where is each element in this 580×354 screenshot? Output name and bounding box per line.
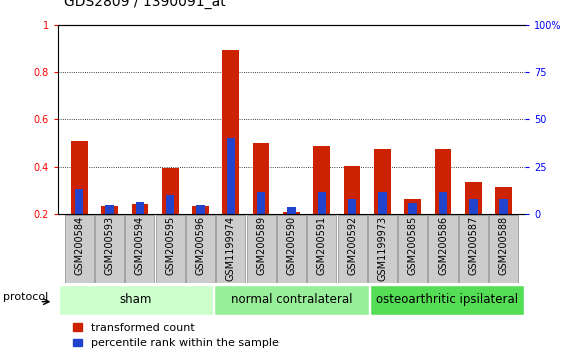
Text: GSM200591: GSM200591 [317, 216, 327, 275]
Text: GSM200594: GSM200594 [135, 216, 145, 275]
Bar [408, 203, 417, 214]
FancyBboxPatch shape [186, 215, 215, 282]
Bar [465, 182, 482, 214]
Text: GSM200588: GSM200588 [499, 216, 509, 275]
Text: protocol: protocol [3, 292, 48, 302]
Text: GDS2809 / 1390091_at: GDS2809 / 1390091_at [64, 0, 226, 9]
Bar [166, 195, 175, 214]
FancyBboxPatch shape [155, 215, 184, 282]
Text: GSM200595: GSM200595 [165, 216, 175, 275]
Text: GSM200593: GSM200593 [104, 216, 114, 275]
Text: GSM200584: GSM200584 [74, 216, 84, 275]
Text: GSM200590: GSM200590 [287, 216, 296, 275]
FancyBboxPatch shape [370, 285, 524, 315]
FancyBboxPatch shape [59, 285, 213, 315]
FancyBboxPatch shape [459, 215, 488, 282]
Bar [378, 192, 387, 214]
Bar [223, 50, 239, 214]
Text: sham: sham [119, 293, 152, 306]
FancyBboxPatch shape [277, 215, 306, 282]
Text: GSM200592: GSM200592 [347, 216, 357, 275]
Bar [71, 141, 88, 214]
Bar [162, 168, 179, 214]
Bar [495, 187, 512, 214]
Text: GSM1199974: GSM1199974 [226, 216, 236, 281]
Bar [136, 202, 144, 214]
Bar [374, 149, 391, 214]
Bar [227, 138, 235, 214]
FancyBboxPatch shape [429, 215, 458, 282]
Bar [132, 204, 148, 214]
FancyBboxPatch shape [338, 215, 367, 282]
Bar [283, 212, 300, 214]
Legend: transformed count, percentile rank within the sample: transformed count, percentile rank withi… [73, 323, 278, 348]
Bar [253, 143, 270, 214]
FancyBboxPatch shape [95, 215, 124, 282]
Text: GSM200587: GSM200587 [469, 216, 478, 275]
FancyBboxPatch shape [246, 215, 276, 282]
Bar [499, 199, 508, 214]
Bar [344, 166, 360, 214]
Bar [287, 207, 296, 214]
Bar [313, 145, 330, 214]
Bar [101, 206, 118, 214]
FancyBboxPatch shape [398, 215, 427, 282]
FancyBboxPatch shape [307, 215, 336, 282]
Text: osteoarthritic ipsilateral: osteoarthritic ipsilateral [376, 293, 518, 306]
Bar [404, 199, 421, 214]
Text: GSM200589: GSM200589 [256, 216, 266, 275]
FancyBboxPatch shape [65, 215, 94, 282]
FancyBboxPatch shape [125, 215, 154, 282]
FancyBboxPatch shape [368, 215, 397, 282]
Text: normal contralateral: normal contralateral [231, 293, 352, 306]
Text: GSM200586: GSM200586 [438, 216, 448, 275]
Text: GSM1199973: GSM1199973 [378, 216, 387, 281]
Bar [434, 149, 451, 214]
FancyBboxPatch shape [214, 285, 369, 315]
Bar [196, 205, 205, 214]
FancyBboxPatch shape [216, 215, 245, 282]
Bar [257, 192, 266, 214]
Bar [75, 189, 84, 214]
Bar [317, 192, 326, 214]
FancyBboxPatch shape [489, 215, 519, 282]
Bar [469, 199, 477, 214]
Bar [439, 192, 447, 214]
Bar [192, 206, 209, 214]
Bar [106, 205, 114, 214]
Text: GSM200596: GSM200596 [195, 216, 205, 275]
Text: GSM200585: GSM200585 [408, 216, 418, 275]
Bar [348, 199, 356, 214]
